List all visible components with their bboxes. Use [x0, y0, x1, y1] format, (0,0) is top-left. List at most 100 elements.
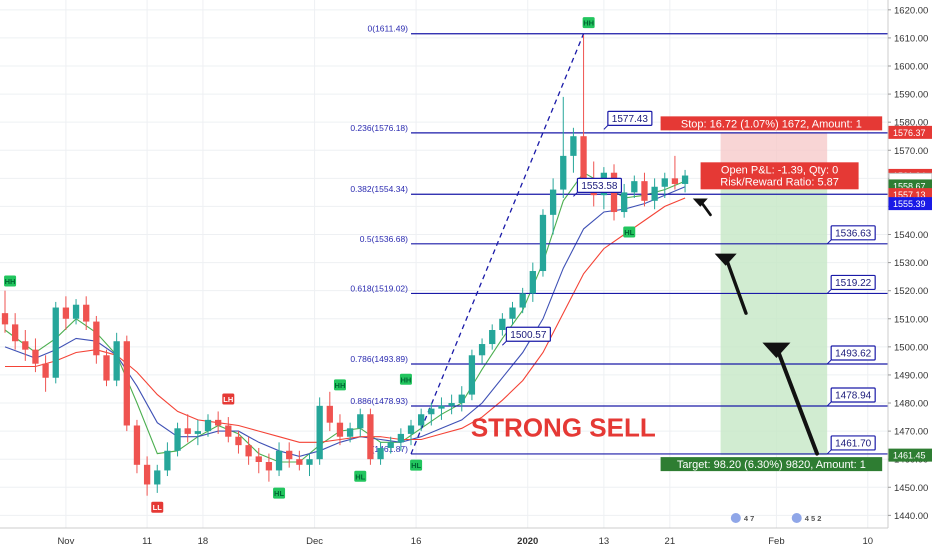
callout-box	[830, 345, 876, 361]
fib-level-label: 0.5(1536.68)	[360, 234, 408, 244]
candle-body	[661, 178, 668, 187]
stop-label: Stop: 16.72 (1.07%) 1672, Amount: 1	[681, 118, 862, 130]
callout-label: 1478.94	[835, 391, 872, 402]
price-tag-label: 1461.45	[893, 451, 926, 461]
price-tag	[888, 125, 932, 139]
candle-body	[286, 450, 293, 460]
callout-pointer	[826, 401, 832, 407]
stop-box	[660, 116, 883, 131]
event-badge-label: 4 5 2	[805, 514, 822, 523]
callout-label: 1493.62	[835, 349, 872, 360]
swing-marker	[410, 459, 423, 471]
candle-body	[1, 313, 9, 325]
candle-body	[215, 419, 222, 426]
time-tick-label: 21	[665, 536, 676, 547]
chart-labels: 1577.43 1553.58 1500.57 1536.63 1519.22 1493.…	[4, 17, 883, 513]
candle-body	[245, 445, 252, 457]
price-tick-label: 1440.00	[894, 511, 928, 522]
candle-body	[174, 428, 181, 451]
swing-marker-label: HH	[335, 381, 346, 390]
price-tick-label: 1520.00	[894, 286, 928, 297]
sell-arrow-head	[692, 198, 708, 207]
candle-body	[367, 414, 374, 460]
price-tick-label: 1580.00	[894, 118, 928, 129]
price-tick-label: 1610.00	[894, 33, 928, 44]
callout-label: 1553.58	[581, 181, 618, 192]
candle-body	[651, 186, 658, 201]
event-badge-icon	[730, 513, 741, 523]
candle-body	[133, 425, 141, 465]
price-tick-label: 1450.00	[894, 483, 928, 494]
strong-sell-annotation: STRONG SELL	[471, 413, 656, 443]
candle-body	[275, 450, 283, 471]
drawings	[692, 198, 820, 456]
candle-body	[438, 405, 445, 409]
candle-body	[255, 456, 262, 462]
candle-body	[519, 293, 526, 308]
swing-marker	[4, 275, 17, 287]
callout-box	[505, 326, 551, 342]
candle-body	[407, 425, 415, 434]
fib-level-label: 0.382(1554.34)	[350, 184, 408, 194]
swing-marker	[151, 501, 164, 513]
price-tick-label: 1540.00	[894, 230, 928, 241]
candle-body	[621, 192, 628, 213]
time-tick-label: Nov	[57, 536, 74, 547]
callout-pointer	[826, 239, 832, 245]
time-tick-label: Feb	[768, 536, 784, 547]
candle-body	[549, 189, 557, 215]
callout-pointer	[573, 192, 578, 197]
swing-marker-label: HL	[624, 228, 634, 237]
candle-body	[296, 459, 303, 465]
candle-body	[123, 341, 130, 426]
candle-body	[204, 419, 212, 432]
target-box	[660, 457, 883, 472]
time-tick-label: 13	[599, 536, 610, 547]
event-badge-label: 4 7	[744, 514, 754, 523]
candle-body	[387, 442, 394, 448]
sell-arrow-shaft	[774, 344, 820, 456]
price-tick-label: 1500.00	[894, 342, 928, 353]
swing-marker-label: HL	[355, 472, 365, 481]
price-tick-label: 1530.00	[894, 258, 928, 269]
price-tick-label: 1620.00	[894, 5, 928, 16]
price-tick-label: 1480.00	[894, 399, 928, 410]
candle-body	[265, 462, 273, 471]
candle-body	[397, 433, 405, 443]
candle-body	[336, 422, 344, 437]
candle-body	[103, 355, 110, 381]
reward-zone	[720, 179, 828, 456]
candle-body	[357, 414, 364, 429]
price-tick-label: 1470.00	[894, 427, 928, 438]
callout-pointer	[502, 340, 507, 346]
callout-label: 1536.63	[835, 228, 872, 239]
pnl-box	[700, 162, 859, 190]
candle-body	[235, 436, 242, 446]
fib-level-label: 0(1611.49)	[368, 24, 409, 34]
price-tag-label: 1558.67	[893, 181, 926, 191]
time-tick-label: 18	[198, 536, 209, 547]
fib-level-label: 0.786(1493.89)	[350, 354, 408, 364]
time-tick-label: 16	[411, 536, 422, 547]
swing-marker	[273, 487, 286, 499]
fib-trend-line	[410, 33, 585, 455]
sell-arrow-shaft	[723, 255, 748, 315]
candle-body	[346, 428, 354, 437]
callout-pointer	[603, 125, 609, 130]
candle-body	[326, 405, 333, 423]
candle-body	[458, 394, 465, 404]
swing-marker	[623, 226, 636, 238]
price-tag-label: 1557.13	[893, 190, 926, 200]
time-tick-label: 2020	[517, 536, 538, 547]
callout-box	[830, 387, 876, 403]
candle-body	[32, 349, 39, 364]
swing-marker-label: HL	[411, 461, 421, 470]
callout-pointer	[826, 359, 832, 365]
candle-body	[539, 214, 547, 272]
callout-pointer	[826, 449, 832, 455]
callout-label: 1577.43	[612, 114, 649, 125]
swing-marker-label: LL	[153, 503, 163, 512]
candle-body	[428, 408, 435, 415]
candle-body	[489, 330, 496, 345]
